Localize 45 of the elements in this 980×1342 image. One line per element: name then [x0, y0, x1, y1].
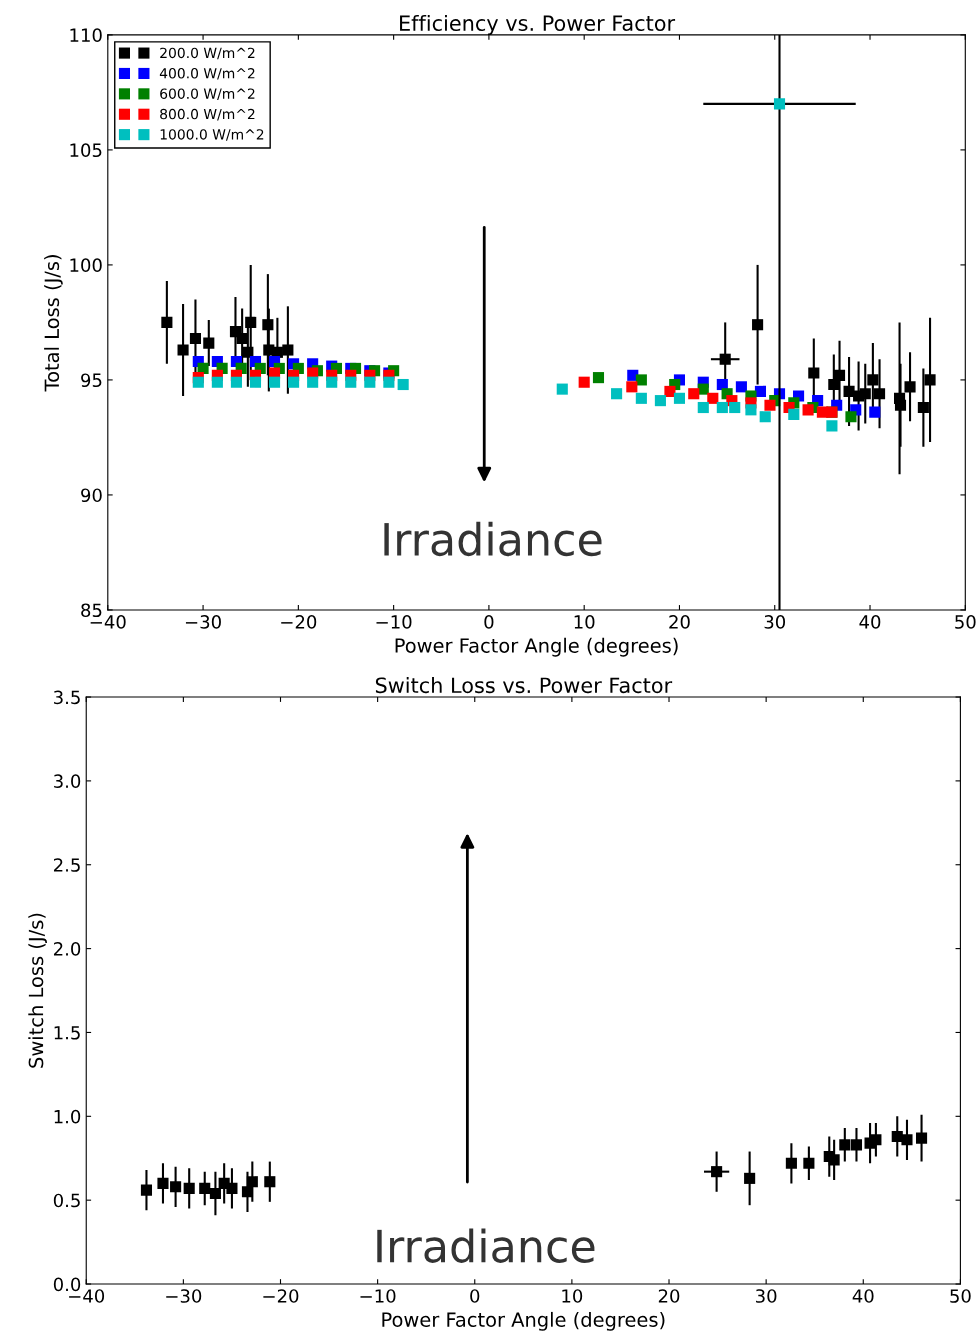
y-axis-title: Switch Loss (J/s)	[28, 913, 47, 1068]
y-tick-label: 1.5	[54, 1026, 80, 1040]
x-tick-label: −10	[376, 615, 412, 629]
x-tick-label: 30	[756, 1289, 777, 1303]
x-tick-label: 10	[562, 1289, 583, 1303]
y-tick-label: 3.5	[54, 690, 80, 705]
x-tick-label: −30	[166, 1289, 202, 1303]
y-tick-label: 95	[81, 373, 102, 388]
legend-label: 600.0 W/m^2	[160, 88, 255, 101]
y-tick-label: 0.5	[53, 1193, 80, 1208]
legend-label: 400.0 W/m^2	[159, 68, 255, 80]
x-tick-label: −30	[185, 615, 221, 629]
x-tick-label: 20	[669, 615, 690, 629]
y-tick-label: 110	[70, 28, 102, 43]
x-tick-label: −20	[263, 1289, 299, 1303]
x-tick-label: −20	[281, 615, 317, 629]
x-tick-label: 40	[859, 615, 881, 629]
y-tick-label: 90	[81, 488, 102, 503]
y-tick-label: 85	[81, 603, 102, 618]
y-tick-label: 1.0	[54, 1109, 81, 1124]
chart-title: Efficiency vs. Power Factor	[400, 14, 676, 36]
x-tick-label: 50	[950, 1289, 971, 1303]
y-tick-label: 2.5	[53, 858, 80, 872]
annotation: Irradiance	[384, 521, 602, 557]
x-tick-label: 0	[484, 615, 494, 629]
legend-label: 800.0 W/m^2	[160, 108, 255, 121]
annotation: Irradiance	[377, 1228, 595, 1263]
y-tick-label: 100	[70, 258, 102, 273]
x-axis-title: Power Factor Angle (degrees)	[382, 1311, 665, 1331]
x-tick-label: 30	[764, 615, 786, 629]
legend-label: 200.0 W/m^2	[160, 47, 255, 60]
chart-title: Switch Loss vs. Power Factor	[375, 677, 673, 694]
x-tick-label: −10	[360, 1289, 396, 1303]
y-axis-title: Total Loss (J/s)	[44, 255, 63, 392]
x-tick-label: 10	[574, 615, 595, 629]
x-tick-label: 0	[470, 1289, 480, 1303]
x-axis-title: Power Factor Angle (degrees)	[395, 637, 678, 657]
y-tick-label: 105	[70, 143, 102, 158]
y-tick-label: 2.0	[53, 942, 81, 956]
legend-label: 1000.0 W/m^2	[160, 129, 264, 141]
x-tick-label: 50	[955, 615, 976, 629]
x-tick-label: 20	[658, 1289, 680, 1303]
x-tick-label: 40	[852, 1289, 874, 1303]
y-tick-label: 3.0	[54, 774, 81, 789]
x-tick-label: −40	[90, 615, 126, 629]
